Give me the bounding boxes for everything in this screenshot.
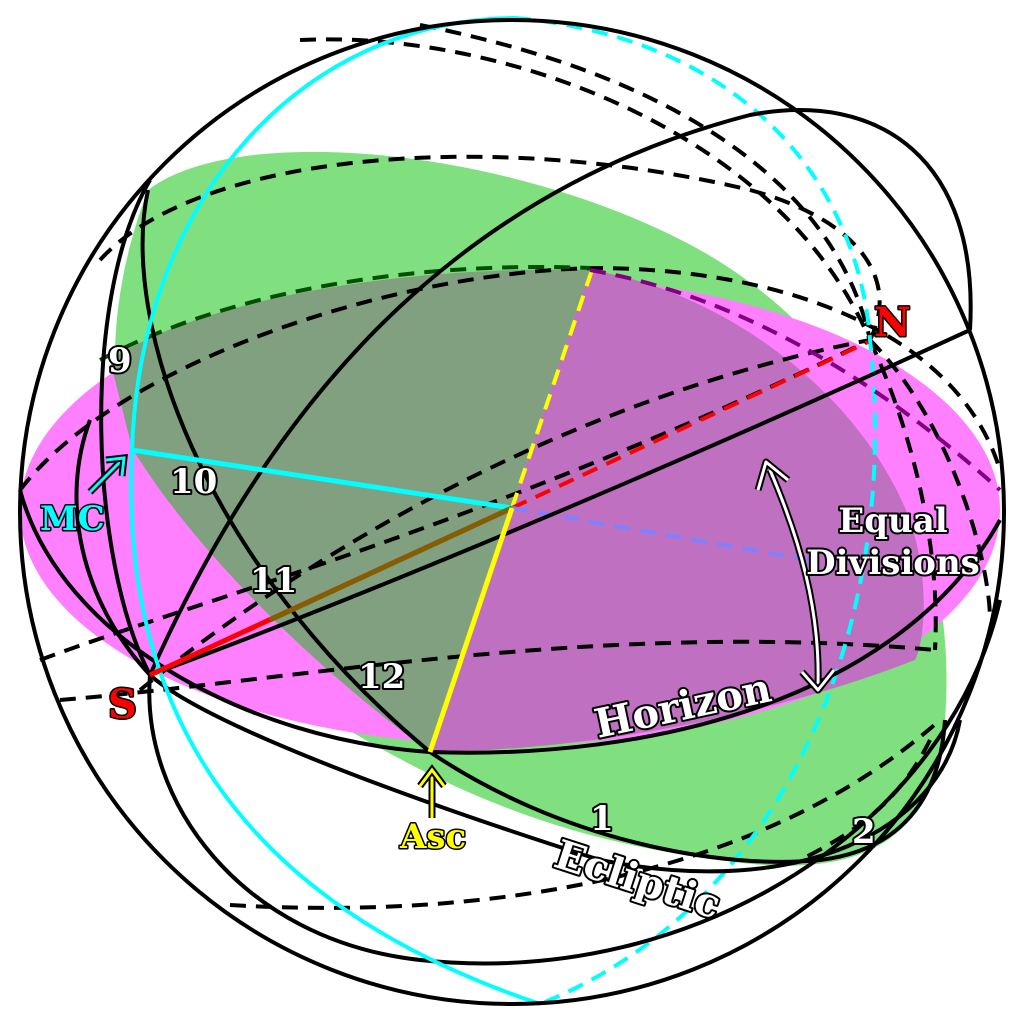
mc-arrow [87, 454, 128, 495]
ascendant-line-back [510, 269, 594, 509]
ecliptic-back-dark [589, 268, 1002, 492]
overlap-region-right [430, 270, 924, 752]
house-number-11: 11 [250, 561, 297, 601]
asc-arrow [417, 764, 447, 818]
equal-divisions-arrow [754, 458, 837, 694]
ascendant-line [427, 507, 515, 753]
north-label: N [874, 299, 911, 346]
house-number-1: 1 [590, 799, 614, 839]
south-line-overlap [268, 505, 514, 623]
house-number-12: 12 [358, 657, 405, 697]
north-line-back [511, 340, 869, 510]
horizon-back-dark [99, 264, 591, 362]
front-circles [18, 108, 1002, 966]
south-label: S [108, 681, 137, 728]
house-number-10: 10 [170, 462, 217, 502]
mc-label: MC [40, 499, 105, 539]
equal-divisions-label-line2: Divisions [806, 543, 980, 583]
mc-line [131, 447, 513, 511]
house-number-2: 2 [852, 812, 876, 852]
equal-divisions-label-line1: Equal [838, 501, 947, 541]
sphere-outline [18, 18, 1006, 1006]
asc-label: Asc [399, 817, 466, 857]
house-number-9: 9 [108, 341, 132, 381]
